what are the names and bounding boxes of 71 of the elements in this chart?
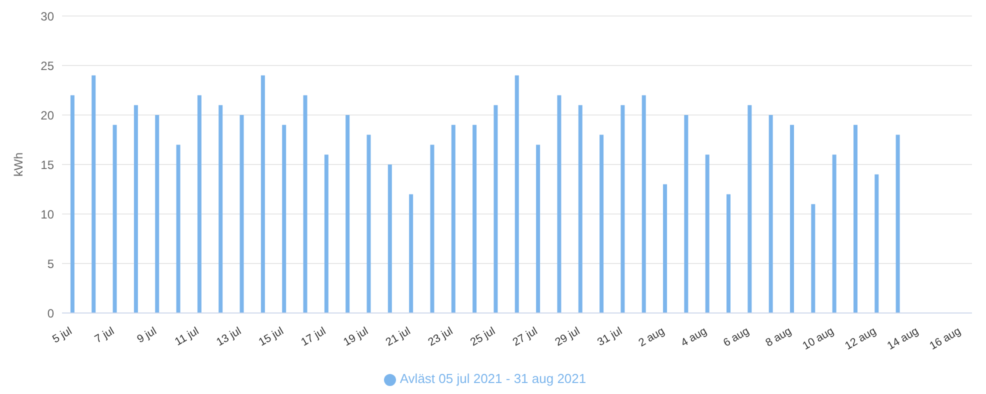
bar	[578, 105, 582, 313]
bar	[282, 124, 286, 313]
bar	[92, 75, 96, 313]
bar	[494, 105, 498, 313]
bar	[790, 124, 794, 313]
bar	[514, 75, 519, 313]
bar	[726, 194, 731, 313]
x-tick-label: 8 aug	[764, 325, 794, 350]
x-tick-label: 15 jul	[256, 325, 286, 349]
bar	[388, 164, 392, 313]
bar	[134, 105, 138, 313]
x-tick-label: 5 jul	[50, 325, 74, 346]
bar	[557, 95, 562, 313]
x-tick-label: 6 aug	[721, 325, 752, 350]
bar	[155, 115, 160, 313]
x-tick-label: 21 jul	[384, 325, 413, 349]
x-tick-label: 13 jul	[214, 325, 244, 349]
x-tick-label: 23 jul	[426, 325, 456, 349]
bar	[260, 75, 265, 313]
x-tick-label: 17 jul	[299, 325, 328, 349]
bar	[409, 194, 414, 313]
bar	[620, 105, 625, 313]
bar	[600, 134, 604, 313]
bar	[346, 115, 350, 313]
y-tick-label: 5	[47, 256, 54, 271]
x-tick-label: 7 jul	[92, 325, 116, 346]
y-tick-label: 10	[40, 207, 54, 222]
bar	[832, 154, 836, 313]
bar	[874, 174, 879, 313]
x-tick-label: 19 jul	[342, 325, 370, 349]
bar	[768, 115, 773, 313]
bar	[218, 105, 223, 313]
bar	[642, 95, 646, 313]
bar	[176, 144, 180, 313]
y-axis-title: kWh	[11, 152, 26, 176]
bar	[240, 115, 244, 313]
bar	[451, 124, 456, 313]
bar	[748, 105, 752, 313]
bar	[197, 95, 202, 313]
bar	[853, 124, 858, 313]
bar	[684, 115, 688, 313]
bar	[324, 154, 328, 313]
bar	[430, 144, 434, 313]
x-tick-label: 31 jul	[596, 325, 624, 349]
bar	[70, 95, 74, 313]
bar	[705, 154, 710, 313]
bar	[811, 204, 816, 313]
x-tick-label: 14 aug	[885, 325, 921, 352]
x-tick-label: 29 jul	[553, 325, 582, 349]
y-tick-label: 15	[40, 158, 54, 172]
x-tick-label: 10 aug	[800, 325, 836, 352]
bar	[472, 124, 477, 313]
x-tick-label: 4 aug	[679, 325, 709, 350]
bar	[112, 124, 117, 313]
legend-label: Avläst 05 jul 2021 - 31 aug 2021	[400, 371, 586, 386]
bar	[663, 184, 668, 313]
x-tick-label: 27 jul	[510, 325, 540, 349]
bar	[303, 95, 308, 313]
x-tick-label: 25 jul	[468, 325, 498, 349]
bar	[896, 134, 900, 313]
y-tick-label: 30	[40, 9, 54, 24]
x-tick-label: 9 jul	[135, 325, 159, 346]
y-tick-label: 0	[47, 306, 54, 320]
x-tick-label: 16 aug	[928, 325, 963, 352]
x-tick-label: 2 aug	[636, 325, 667, 350]
bar	[366, 134, 371, 313]
y-tick-label: 25	[40, 58, 54, 73]
x-tick-label: 12 aug	[843, 325, 878, 352]
bar	[536, 144, 540, 313]
y-tick-label: 20	[40, 108, 54, 122]
x-tick-label: 11 jul	[172, 325, 202, 348]
